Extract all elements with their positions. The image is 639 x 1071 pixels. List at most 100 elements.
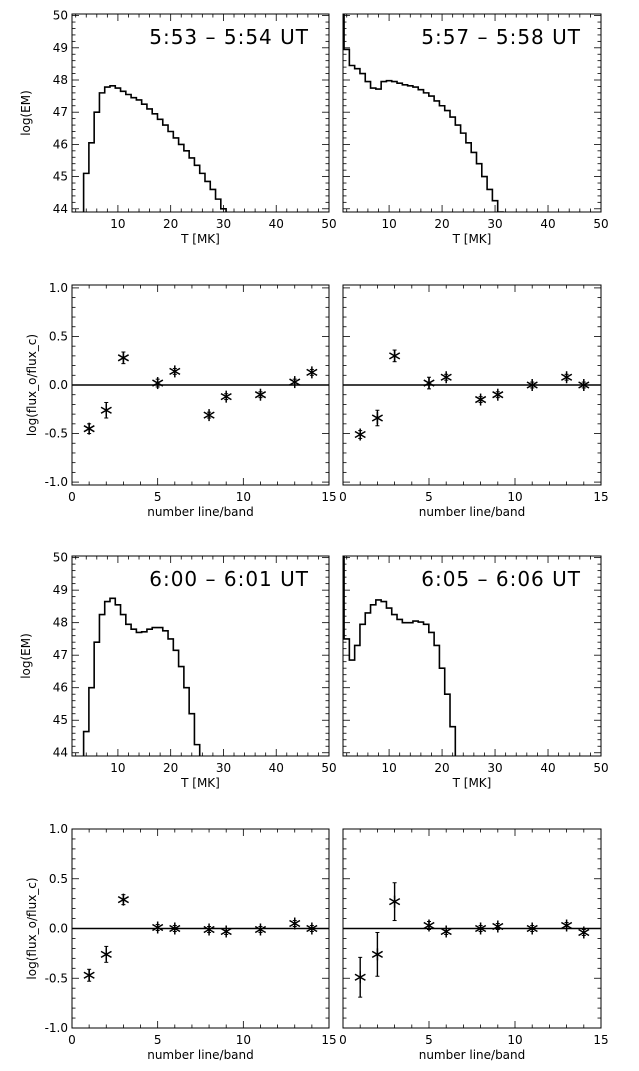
y-tick-label: 46	[53, 137, 68, 151]
asterisk-marker	[117, 354, 129, 362]
y-tick-label: 50	[53, 9, 68, 23]
y-tick-label: 1.0	[49, 281, 68, 295]
data-point	[423, 919, 435, 932]
asterisk-marker	[389, 897, 401, 906]
asterisk-marker	[83, 971, 95, 979]
data-layer	[343, 882, 601, 998]
asterisk-marker	[254, 925, 267, 934]
y-tick-label: 0.0	[49, 922, 68, 936]
data-point	[371, 931, 383, 977]
x-tick-label: 40	[540, 217, 555, 231]
x-tick-label: 20	[434, 217, 449, 231]
data-layer	[343, 349, 601, 441]
asterisk-marker	[220, 927, 232, 936]
panel-title: 6:05 – 6:06 UT	[421, 567, 581, 591]
panel-em-4: 10 20 30 40 50 T [MK] 6:05 – 6:06 UT	[342, 555, 609, 790]
x-tick-label: 50	[593, 761, 608, 775]
data-layer	[72, 351, 329, 435]
x-tick-label: 15	[321, 1033, 336, 1047]
data-point	[83, 422, 95, 435]
data-point	[526, 922, 538, 935]
asterisk-marker	[354, 430, 366, 439]
y-tick-label: -0.5	[45, 427, 68, 441]
asterisk-marker	[526, 924, 538, 933]
data-point	[220, 390, 232, 403]
asterisk-marker	[83, 425, 95, 433]
asterisk-marker	[475, 924, 487, 933]
data-point	[561, 371, 573, 384]
panel-title: 5:57 – 5:58 UT	[421, 25, 581, 49]
asterisk-marker	[389, 352, 401, 360]
asterisk-marker	[561, 921, 573, 930]
x-tick-label: 15	[593, 1033, 608, 1047]
asterisk-marker	[203, 411, 215, 419]
x-tick-label: 5	[154, 1033, 162, 1047]
x-tick-label: 10	[507, 1033, 522, 1047]
asterisk-marker	[254, 391, 267, 399]
data-point	[475, 393, 487, 406]
asterisk-marker	[152, 379, 164, 387]
data-point	[440, 925, 452, 938]
asterisk-marker	[100, 950, 112, 959]
x-tick-label: 10	[507, 490, 522, 504]
y-tick-label: 48	[53, 616, 68, 630]
y-tick-label: 50	[53, 551, 68, 565]
x-tick-label: 30	[216, 761, 231, 775]
y-tick-label: 47	[53, 105, 68, 119]
em-histogram-line	[82, 597, 201, 756]
x-tick-label: 10	[381, 761, 396, 775]
x-tick-label: 10	[110, 761, 125, 775]
x-tick-label: 10	[236, 1033, 251, 1047]
y-tick-label: 47	[53, 648, 68, 662]
em-histogram-line	[343, 14, 504, 212]
data-layer	[343, 556, 457, 756]
x-tick-label: 40	[540, 761, 555, 775]
data-point	[117, 351, 129, 365]
x-tick-label: 50	[321, 761, 336, 775]
x-axis-label: number line/band	[147, 1048, 254, 1062]
x-axis-label: number line/band	[419, 1048, 526, 1062]
data-point	[220, 925, 232, 938]
data-point	[152, 921, 164, 934]
x-tick-label: 20	[163, 761, 178, 775]
y-axis-label: log(EM)	[19, 633, 33, 679]
data-point	[203, 923, 215, 936]
em-histogram-line	[343, 556, 457, 756]
x-axis-label: T [MK]	[180, 776, 220, 790]
asterisk-marker	[423, 379, 435, 387]
data-point	[306, 922, 318, 935]
asterisk-marker	[220, 393, 232, 401]
x-tick-label: 0	[339, 1033, 347, 1047]
asterisk-marker	[152, 923, 164, 932]
x-tick-label: 40	[269, 761, 284, 775]
asterisk-marker	[169, 367, 181, 376]
data-point	[306, 366, 318, 379]
x-tick-label: 20	[163, 217, 178, 231]
x-tick-label: 5	[425, 490, 433, 504]
x-tick-label: 50	[593, 217, 608, 231]
data-point	[371, 409, 383, 427]
plot-frame	[342, 555, 602, 757]
data-point	[475, 922, 487, 935]
y-tick-label: 0.0	[49, 378, 68, 392]
asterisk-marker	[100, 406, 112, 414]
asterisk-marker	[354, 973, 366, 981]
y-tick-label: 48	[53, 73, 68, 87]
data-point	[254, 388, 267, 401]
y-tick-label: 1.0	[49, 822, 68, 836]
data-point	[152, 377, 164, 390]
asterisk-marker	[475, 395, 487, 404]
data-layer	[343, 14, 504, 212]
data-point	[423, 376, 435, 390]
asterisk-marker	[578, 928, 590, 937]
x-tick-label: 40	[269, 217, 284, 231]
data-point	[492, 920, 504, 933]
data-point	[100, 945, 112, 963]
y-tick-label: 44	[53, 202, 68, 216]
data-point	[169, 365, 181, 378]
asterisk-marker	[561, 373, 573, 381]
asterisk-marker	[169, 924, 181, 933]
x-tick-label: 15	[321, 490, 336, 504]
x-tick-label: 10	[236, 490, 251, 504]
panel-flux-3: 0 5 10 15 -1.0 -0.5 0.0 0.5 1.0 log(flux_o/flux_c…	[25, 822, 337, 1062]
